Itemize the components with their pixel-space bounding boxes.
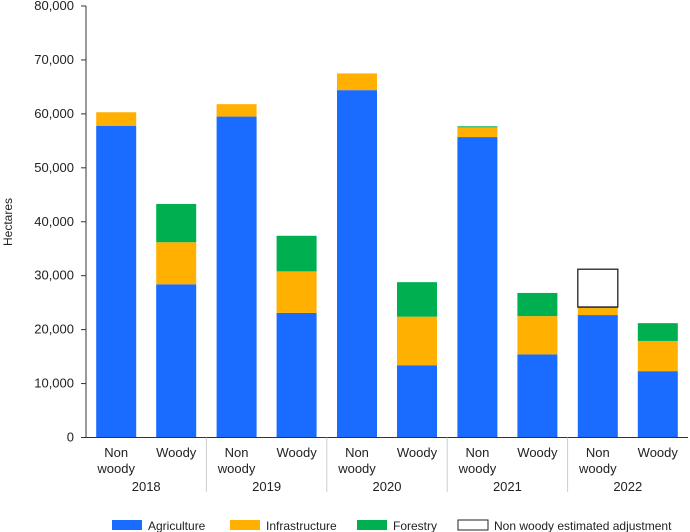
bar-segment-infrastructure	[577, 308, 618, 316]
legend: Agriculture Infrastructure Forestry Non woo…	[112, 519, 672, 532]
x-tick-label: Woody	[276, 445, 317, 460]
bar-segment-agriculture	[397, 365, 437, 438]
bar-segment-forestry	[276, 235, 317, 272]
legend-swatch	[457, 519, 489, 531]
bar-segment-infrastructure	[457, 127, 498, 138]
bar-segment-non-woody-estimated-adjustment	[577, 268, 619, 308]
legend-label: Forestry	[393, 519, 437, 532]
x-tick-label: Non	[225, 445, 249, 460]
y-tick-label: 70,000	[34, 52, 74, 67]
bar-segment-agriculture	[337, 90, 377, 438]
bar-segment-infrastructure	[216, 104, 257, 117]
x-tick-label: Non	[465, 445, 489, 460]
group-label: 2020	[373, 479, 402, 494]
x-tick-label: Non	[345, 445, 369, 460]
x-tick-label: woody	[217, 461, 256, 476]
y-tick-label: 0	[67, 430, 74, 445]
y-tick-label: 10,000	[34, 376, 74, 391]
x-tick-label: woody	[578, 461, 617, 476]
x-tick-label: Woody	[517, 445, 558, 460]
x-tick-label: Woody	[638, 445, 679, 460]
group-label: 2018	[132, 479, 161, 494]
legend-swatch	[357, 520, 387, 530]
bar-segment-agriculture	[96, 125, 137, 438]
group-label: 2021	[493, 479, 522, 494]
y-tick-label: 40,000	[34, 214, 74, 229]
bar-segment-infrastructure	[96, 112, 137, 126]
bar-segment-forestry	[637, 323, 678, 341]
bar-segment-forestry	[156, 203, 197, 243]
x-tick-label: Woody	[156, 445, 197, 460]
bar-segment-infrastructure	[397, 316, 437, 366]
group-label: 2019	[252, 479, 281, 494]
bar-segment-forestry	[397, 282, 437, 317]
bar-segment-infrastructure	[276, 271, 317, 313]
bar-segment-agriculture	[577, 315, 618, 438]
x-tick-label: woody	[337, 461, 376, 476]
x-tick-label: woody	[458, 461, 497, 476]
x-tick-label: Non	[104, 445, 128, 460]
bar-segment-infrastructure	[156, 242, 197, 285]
legend-swatch	[112, 520, 142, 530]
bar-segment-infrastructure	[517, 316, 558, 355]
legend-label: Non woody estimated adjustment	[494, 519, 672, 532]
y-tick-label: 60,000	[34, 106, 74, 121]
legend-label: Infrastructure	[266, 519, 337, 532]
x-tick-label: Woody	[397, 445, 438, 460]
y-axis-label: Hectares	[1, 198, 15, 246]
bar-segment-agriculture	[637, 371, 678, 438]
y-tick-label: 80,000	[34, 0, 74, 13]
bar-segment-forestry	[517, 292, 558, 317]
legend-swatch	[230, 520, 260, 530]
x-tick-label: woody	[96, 461, 135, 476]
bar-segment-infrastructure	[637, 340, 678, 372]
y-axis: 0 10,000 20,000 30,000 40,000 50,000 60,000 70,…	[34, 0, 87, 445]
legend-label: Agriculture	[148, 519, 206, 532]
bar-segment-infrastructure	[337, 73, 377, 91]
bar-segment-forestry	[457, 126, 498, 128]
bars	[96, 73, 678, 438]
bar-segment-agriculture	[216, 116, 257, 438]
x-tick-label: Non	[586, 445, 610, 460]
y-tick-label: 20,000	[34, 322, 74, 337]
y-tick-label: 30,000	[34, 268, 74, 283]
bar-segment-agriculture	[276, 312, 317, 438]
group-label: 2022	[613, 479, 642, 494]
y-tick-label: 50,000	[34, 160, 74, 175]
bar-segment-agriculture	[156, 284, 197, 438]
bar-segment-agriculture	[517, 354, 558, 438]
bar-segment-agriculture	[457, 137, 498, 438]
